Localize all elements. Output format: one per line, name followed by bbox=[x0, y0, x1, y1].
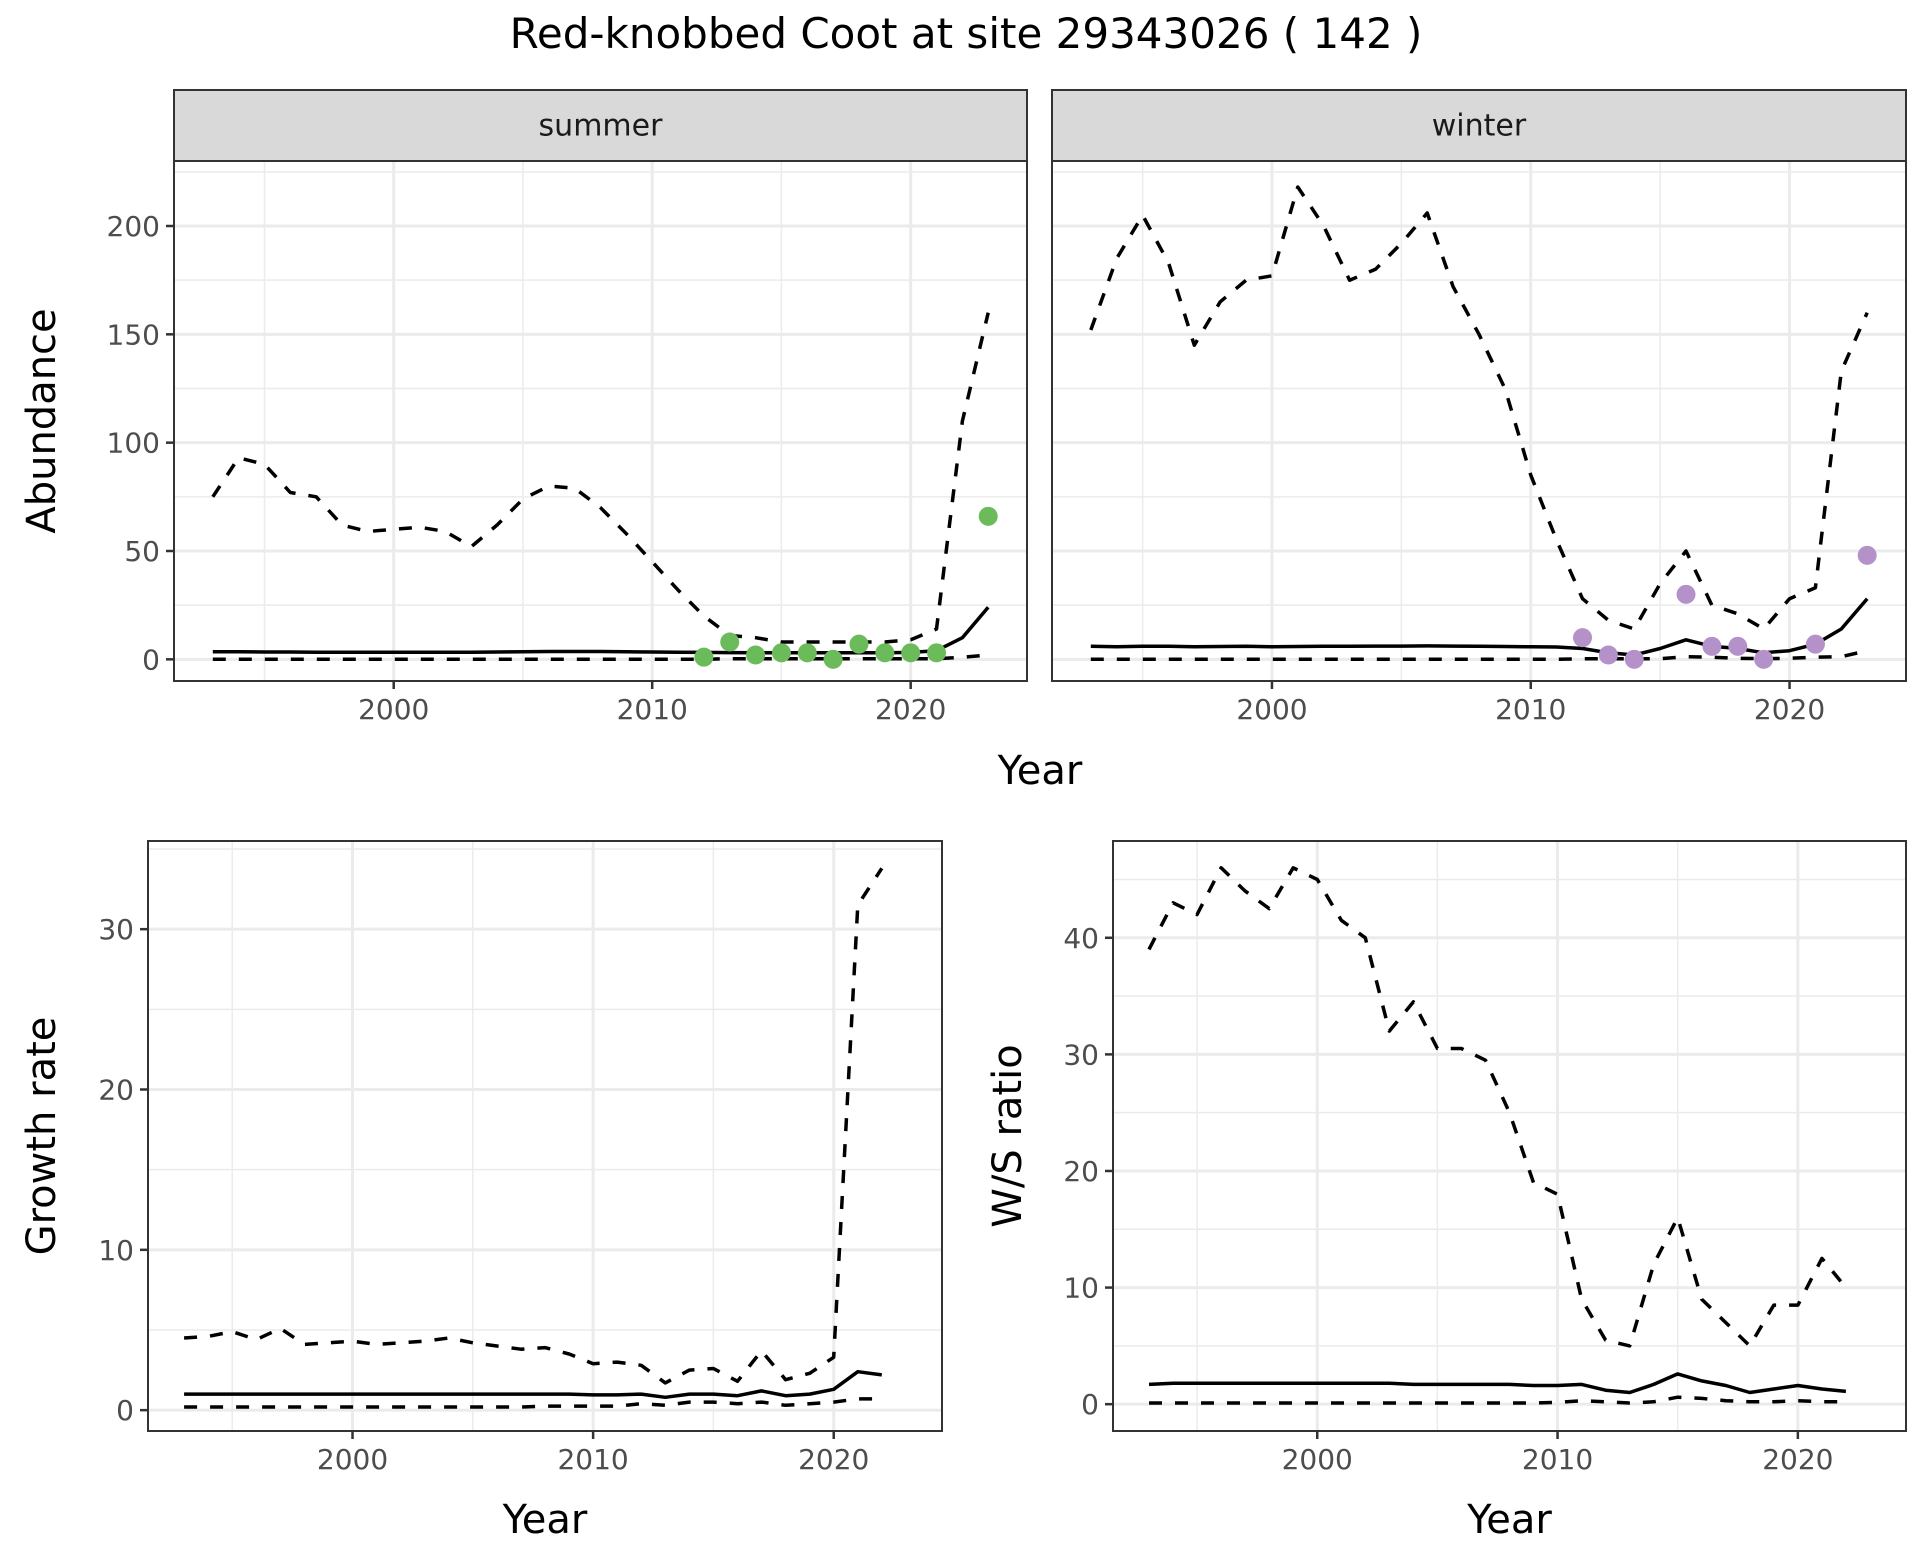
data-point bbox=[1676, 584, 1696, 604]
data-point bbox=[1573, 628, 1593, 648]
x-tick-label: 2000 bbox=[1282, 1443, 1353, 1476]
y-tick-label: 0 bbox=[142, 643, 160, 676]
facet-strip-label: summer bbox=[539, 109, 664, 144]
panel-ws-ratio: 2000 2010 2020 0 10 20 30 40 W/S ratio Year bbox=[985, 840, 1907, 1543]
data-point bbox=[1754, 649, 1774, 669]
y-tick-label: 10 bbox=[1063, 1272, 1099, 1305]
y-tick-label: 40 bbox=[1063, 922, 1099, 955]
x-tick-label: 2000 bbox=[1236, 693, 1307, 726]
data-point bbox=[927, 643, 947, 663]
y-axis-title: W/S ratio bbox=[985, 1044, 1031, 1227]
data-point bbox=[1702, 636, 1722, 656]
data-point bbox=[1857, 545, 1877, 565]
series-line-upper bbox=[183, 867, 884, 1385]
x-axis-title: Year bbox=[1466, 1497, 1552, 1543]
facet-strip-label: winter bbox=[1432, 109, 1527, 144]
panel-border bbox=[147, 840, 943, 1432]
y-tick-label: 150 bbox=[107, 318, 160, 351]
y-tick-label: 10 bbox=[98, 1234, 134, 1267]
data-point bbox=[746, 645, 766, 665]
x-tick-label: 2010 bbox=[617, 693, 688, 726]
data-point bbox=[901, 643, 921, 663]
x-tick-label: 2000 bbox=[317, 1443, 388, 1476]
data-point bbox=[694, 647, 714, 667]
top-x-axis-title: Year bbox=[997, 748, 1083, 794]
data-point bbox=[849, 634, 869, 654]
plot-background bbox=[1052, 161, 1906, 681]
data-point bbox=[797, 643, 817, 663]
series-line-estimate bbox=[184, 1369, 883, 1400]
facet-strip bbox=[173, 89, 1028, 162]
panel-abundance-summer: summer 2000 2010 2020 0 50 100 150 200 Abundance bbox=[19, 89, 1028, 726]
x-tick-label: 2020 bbox=[875, 693, 946, 726]
plot-background bbox=[174, 161, 1027, 681]
chart-title: Red-knobbed Coot at site 29343026 ( 142 … bbox=[510, 9, 1423, 58]
series-line-upper bbox=[1147, 866, 1848, 1348]
data-point bbox=[771, 643, 791, 663]
x-tick-label: 2020 bbox=[1754, 693, 1825, 726]
data-point bbox=[1624, 649, 1644, 669]
data-point bbox=[823, 649, 843, 669]
series-line-estimate bbox=[1148, 1372, 1847, 1395]
y-tick-label: 30 bbox=[98, 913, 134, 946]
x-tick-label: 2010 bbox=[557, 1443, 628, 1476]
x-tick-label: 2010 bbox=[1495, 693, 1566, 726]
y-axis-title: Growth rate bbox=[19, 1017, 65, 1256]
x-tick-label: 2000 bbox=[358, 693, 429, 726]
data-point bbox=[720, 632, 740, 652]
facet-strip bbox=[1051, 89, 1907, 162]
data-point bbox=[1805, 634, 1825, 654]
y-axis-title: Abundance bbox=[19, 308, 65, 533]
y-tick-label: 0 bbox=[1081, 1388, 1099, 1421]
data-point bbox=[1598, 645, 1618, 665]
y-tick-label: 50 bbox=[124, 535, 160, 568]
data-point bbox=[875, 643, 895, 663]
y-tick-label: 20 bbox=[1063, 1155, 1099, 1188]
x-tick-label: 2010 bbox=[1522, 1443, 1593, 1476]
series-line-lower bbox=[184, 1397, 882, 1409]
y-tick-label: 200 bbox=[107, 210, 160, 243]
y-tick-label: 20 bbox=[98, 1074, 134, 1107]
x-axis-title: Year bbox=[502, 1497, 588, 1543]
plot-background bbox=[148, 841, 942, 1431]
panel-abundance-winter: winter 2000 2010 2020 bbox=[1051, 89, 1907, 726]
panel-growth-rate: 2000 2010 2020 0 10 20 30 Growth rate Year bbox=[19, 840, 943, 1543]
data-point bbox=[1728, 636, 1748, 656]
data-point bbox=[978, 506, 998, 526]
panel-border bbox=[1112, 840, 1907, 1432]
x-tick-label: 2020 bbox=[798, 1443, 869, 1476]
y-tick-label: 0 bbox=[116, 1394, 134, 1427]
x-tick-label: 2020 bbox=[1762, 1443, 1833, 1476]
y-tick-label: 30 bbox=[1063, 1038, 1099, 1071]
plot-background bbox=[1113, 841, 1906, 1431]
series-line-lower bbox=[1149, 1395, 1846, 1405]
series-line-upper bbox=[1089, 185, 1869, 631]
y-tick-label: 100 bbox=[107, 427, 160, 460]
